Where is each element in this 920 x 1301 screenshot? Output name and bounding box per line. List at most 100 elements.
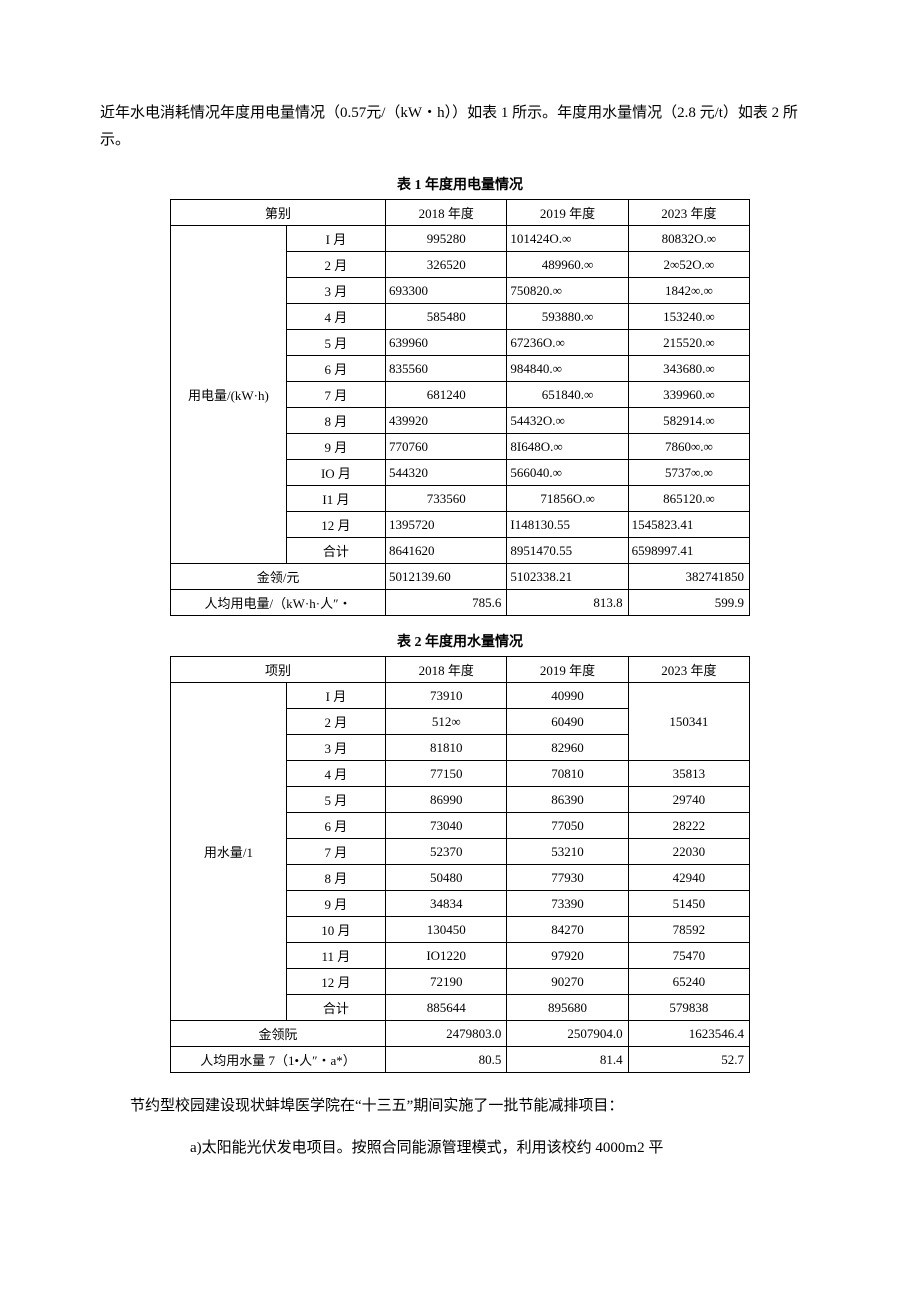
data-cell: 29740 [628, 787, 749, 813]
data-cell: 60490 [507, 709, 628, 735]
data-cell: 67236O.∞ [507, 330, 628, 356]
data-cell: 885644 [386, 995, 507, 1021]
data-cell: 50480 [386, 865, 507, 891]
table-row: 金领阮 2479803.0 2507904.0 1623546.4 [171, 1021, 750, 1047]
month-cell: 3 月 [286, 735, 385, 761]
data-cell: 40990 [507, 683, 628, 709]
table1: 第别 2018 年度 2019 年度 2023 年度 用电量/(kW·h) I … [170, 199, 750, 616]
data-cell: 651840.∞ [507, 382, 628, 408]
data-cell: 65240 [628, 969, 749, 995]
month-cell: 9 月 [286, 434, 385, 460]
data-cell: 82960 [507, 735, 628, 761]
month-cell: 7 月 [286, 839, 385, 865]
month-cell: 4 月 [286, 304, 385, 330]
data-cell: 52.7 [628, 1047, 749, 1073]
month-cell: 3 月 [286, 278, 385, 304]
table-row: 用水量/1 I 月 73910 40990 150341 [171, 683, 750, 709]
data-cell: 101424O.∞ [507, 226, 628, 252]
data-cell: 22030 [628, 839, 749, 865]
data-cell: 579838 [628, 995, 749, 1021]
footer-paragraph-1: 节约型校园建设现状蚌埠医学院在“十三五”期间实施了一批节能减排项目： [100, 1093, 820, 1120]
month-cell: 6 月 [286, 356, 385, 382]
data-cell: 51450 [628, 891, 749, 917]
data-cell: 544320 [386, 460, 507, 486]
data-cell: 1545823.41 [628, 512, 749, 538]
month-cell: 6 月 [286, 813, 385, 839]
data-cell: 895680 [507, 995, 628, 1021]
data-cell: I148130.55 [507, 512, 628, 538]
header-category: 项别 [171, 657, 386, 683]
table-row: 人均用电量/（kW·h·人″・ 785.6 813.8 599.9 [171, 590, 750, 616]
data-cell: 599.9 [628, 590, 749, 616]
month-cell: I 月 [286, 226, 385, 252]
data-cell: 153240.∞ [628, 304, 749, 330]
data-cell: 343680.∞ [628, 356, 749, 382]
month-cell: 12 月 [286, 969, 385, 995]
table1-title: 表 1 年度用电量情况 [100, 174, 820, 194]
month-cell: 5 月 [286, 787, 385, 813]
row-label: 用电量/(kW·h) [171, 226, 287, 564]
row-label: 用水量/1 [171, 683, 287, 1021]
data-cell: 84270 [507, 917, 628, 943]
table-row: 第别 2018 年度 2019 年度 2023 年度 [171, 200, 750, 226]
data-cell: 489960.∞ [507, 252, 628, 278]
month-cell: 7 月 [286, 382, 385, 408]
data-cell: 995280 [386, 226, 507, 252]
data-cell: 693300 [386, 278, 507, 304]
data-cell: 80832O.∞ [628, 226, 749, 252]
data-cell: 35813 [628, 761, 749, 787]
month-cell: I1 月 [286, 486, 385, 512]
table2-title: 表 2 年度用水量情况 [100, 631, 820, 651]
amount-label: 金领/元 [171, 564, 386, 590]
month-cell: I 月 [286, 683, 385, 709]
data-cell: 582914.∞ [628, 408, 749, 434]
month-cell: 11 月 [286, 943, 385, 969]
header-year: 2018 年度 [386, 657, 507, 683]
data-cell: 2507904.0 [507, 1021, 628, 1047]
data-cell: 6598997.41 [628, 538, 749, 564]
data-cell: 326520 [386, 252, 507, 278]
data-cell: 86990 [386, 787, 507, 813]
table-row: 人均用水量 7（1•人″・a*） 80.5 81.4 52.7 [171, 1047, 750, 1073]
data-cell: 34834 [386, 891, 507, 917]
data-cell: 215520.∞ [628, 330, 749, 356]
header-year: 2019 年度 [507, 200, 628, 226]
data-cell: 53210 [507, 839, 628, 865]
total-label: 合计 [286, 995, 385, 1021]
data-cell: 865120.∞ [628, 486, 749, 512]
header-category: 第别 [171, 200, 386, 226]
data-cell: 52370 [386, 839, 507, 865]
data-cell: 566040.∞ [507, 460, 628, 486]
footer-paragraph-2: a)太阳能光伏发电项目。按照合同能源管理模式，利用该校约 4000m2 平 [100, 1135, 820, 1162]
data-cell: 785.6 [386, 590, 507, 616]
data-cell: 28222 [628, 813, 749, 839]
data-cell: 750820.∞ [507, 278, 628, 304]
data-cell: 8951470.55 [507, 538, 628, 564]
table-row: 项别 2018 年度 2019 年度 2023 年度 [171, 657, 750, 683]
data-cell: 733560 [386, 486, 507, 512]
data-cell: 97920 [507, 943, 628, 969]
header-year: 2018 年度 [386, 200, 507, 226]
table-row: 用电量/(kW·h) I 月 995280 101424O.∞ 80832O.∞ [171, 226, 750, 252]
data-cell: 1623546.4 [628, 1021, 749, 1047]
data-cell: 77050 [507, 813, 628, 839]
data-cell: 73910 [386, 683, 507, 709]
data-cell: 5737∞.∞ [628, 460, 749, 486]
data-cell: 681240 [386, 382, 507, 408]
data-cell: 439920 [386, 408, 507, 434]
data-cell: 382741850 [628, 564, 749, 590]
month-cell: 2 月 [286, 709, 385, 735]
data-cell: 585480 [386, 304, 507, 330]
month-cell: 12 月 [286, 512, 385, 538]
amount-label: 金领阮 [171, 1021, 386, 1047]
data-cell: 73390 [507, 891, 628, 917]
data-cell: 8I648O.∞ [507, 434, 628, 460]
month-cell: 4 月 [286, 761, 385, 787]
data-cell: 1395720 [386, 512, 507, 538]
data-cell: 593880.∞ [507, 304, 628, 330]
data-cell: 81810 [386, 735, 507, 761]
total-label: 合计 [286, 538, 385, 564]
data-cell: 8641620 [386, 538, 507, 564]
data-cell: 73040 [386, 813, 507, 839]
month-cell: 2 月 [286, 252, 385, 278]
